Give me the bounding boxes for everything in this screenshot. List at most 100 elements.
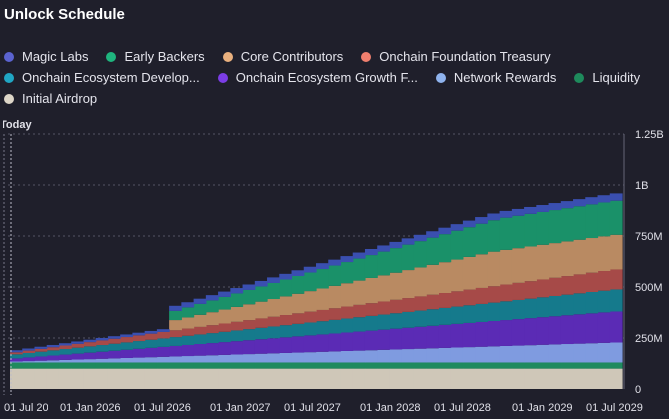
area-segment bbox=[499, 301, 513, 321]
area-segment bbox=[230, 293, 244, 307]
area-segment bbox=[144, 362, 158, 369]
area-segment bbox=[34, 368, 48, 389]
area-segment bbox=[450, 347, 464, 363]
area-segment bbox=[560, 368, 574, 389]
area-segment bbox=[364, 303, 378, 316]
area-segment bbox=[511, 319, 525, 346]
area-segment bbox=[499, 345, 513, 363]
area-segment bbox=[316, 269, 329, 289]
area-segment bbox=[58, 354, 72, 360]
area-segment bbox=[267, 362, 280, 369]
area-segment bbox=[316, 309, 329, 322]
area-segment bbox=[267, 277, 280, 283]
area-segment bbox=[328, 351, 342, 363]
area-segment bbox=[242, 368, 256, 389]
area-segment bbox=[413, 348, 427, 363]
area-segment bbox=[144, 333, 158, 340]
area-segment bbox=[205, 325, 219, 334]
area-segment bbox=[22, 348, 36, 351]
area-segment bbox=[352, 317, 366, 332]
area-segment bbox=[193, 362, 207, 369]
area-segment bbox=[181, 328, 195, 336]
area-segment bbox=[291, 368, 305, 389]
area-segment bbox=[218, 342, 231, 355]
area-segment bbox=[169, 356, 182, 363]
area-segment bbox=[401, 238, 415, 245]
area-segment bbox=[193, 344, 207, 356]
area-segment bbox=[450, 368, 464, 389]
area-segment bbox=[524, 281, 537, 299]
legend-item-onchain-ecosystem-development[interactable]: Onchain Ecosystem Develop... bbox=[4, 69, 200, 86]
area-segment bbox=[156, 356, 170, 363]
area-segment bbox=[524, 206, 537, 214]
area-segment bbox=[230, 321, 244, 331]
legend-item-core-contributors[interactable]: Core Contributors bbox=[222, 48, 343, 65]
legend-item-magic-labs[interactable]: Magic Labs bbox=[4, 48, 88, 65]
area-segment bbox=[291, 323, 305, 337]
area-segment bbox=[413, 310, 427, 327]
area-segment bbox=[22, 352, 36, 358]
area-segment bbox=[597, 271, 611, 291]
area-segment bbox=[22, 350, 36, 353]
area-segment bbox=[169, 368, 182, 389]
area-segment bbox=[71, 353, 85, 360]
area-segment bbox=[585, 272, 599, 292]
area-segment bbox=[34, 362, 48, 369]
y-tick-label: 250M bbox=[635, 333, 663, 345]
area-segment bbox=[156, 329, 170, 332]
area-segment bbox=[597, 236, 611, 272]
area-segment bbox=[609, 362, 623, 369]
area-segment bbox=[597, 312, 611, 343]
area-segment bbox=[585, 368, 599, 389]
legend-label: Liquidity bbox=[592, 70, 641, 85]
area-segment bbox=[132, 362, 146, 369]
legend-item-onchain-ecosystem-growth-fund[interactable]: Onchain Ecosystem Growth F... bbox=[217, 69, 418, 86]
legend-item-liquidity[interactable]: Liquidity bbox=[574, 69, 640, 86]
area-segment bbox=[475, 346, 488, 363]
area-segment bbox=[291, 352, 305, 363]
area-segment bbox=[218, 296, 231, 310]
area-segment bbox=[181, 368, 195, 389]
area-segment bbox=[573, 199, 586, 207]
area-segment bbox=[22, 362, 36, 369]
area-segment bbox=[573, 293, 586, 315]
y-tick-label: 1B bbox=[635, 180, 648, 192]
area-segment bbox=[438, 227, 452, 235]
area-segment bbox=[401, 298, 415, 312]
area-segment bbox=[585, 238, 599, 273]
area-segment bbox=[107, 358, 121, 363]
legend-item-early-backers[interactable]: Early Backers bbox=[106, 48, 205, 65]
area-segment bbox=[254, 362, 268, 369]
area-segment bbox=[279, 337, 293, 353]
legend-item-onchain-foundation-treasury[interactable]: Onchain Foundation Treasury bbox=[361, 48, 551, 65]
area-segment bbox=[303, 266, 317, 273]
area-segment bbox=[254, 286, 268, 302]
area-segment bbox=[352, 368, 366, 389]
area-segment bbox=[438, 347, 452, 363]
area-segment bbox=[156, 362, 170, 369]
area-segment bbox=[10, 368, 23, 389]
area-segment bbox=[560, 201, 574, 209]
area-segment bbox=[95, 351, 109, 359]
area-segment bbox=[144, 368, 158, 389]
area-segment bbox=[487, 251, 501, 287]
area-segment bbox=[58, 343, 72, 346]
area-segment bbox=[364, 277, 378, 304]
area-segment bbox=[401, 362, 415, 369]
area-segment bbox=[560, 294, 574, 316]
area-segment bbox=[230, 330, 244, 342]
area-segment bbox=[120, 349, 133, 358]
area-segment bbox=[475, 362, 488, 369]
x-tick-label: 01 Jul 2027 bbox=[284, 402, 341, 414]
area-segment bbox=[462, 368, 476, 389]
legend-item-initial-airdrop[interactable]: Initial Airdrop bbox=[4, 90, 97, 107]
area-segment bbox=[413, 241, 427, 268]
area-segment bbox=[144, 339, 158, 348]
area-segment bbox=[426, 368, 439, 389]
legend-item-network-rewards[interactable]: Network Rewards bbox=[435, 69, 556, 86]
area-segment bbox=[426, 348, 439, 363]
area-segment bbox=[291, 270, 305, 276]
legend-swatch bbox=[4, 93, 14, 104]
area-segment bbox=[609, 269, 623, 290]
area-segment bbox=[499, 368, 513, 389]
